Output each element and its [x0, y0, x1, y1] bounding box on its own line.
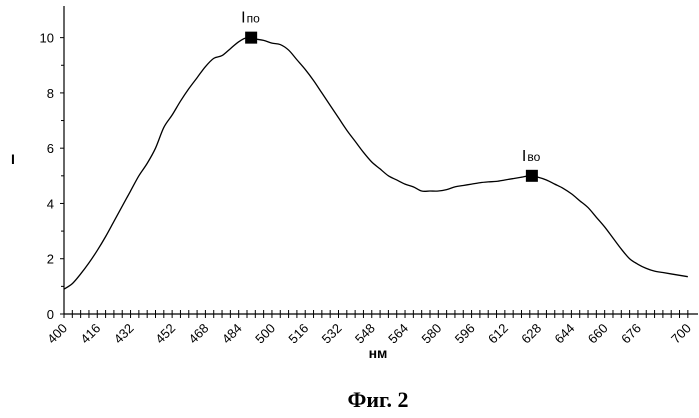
x-tick-label: 548: [352, 321, 378, 347]
x-tick-label: 532: [319, 321, 345, 347]
y-tick-label: 4: [47, 196, 54, 211]
x-tick-label: 432: [111, 321, 137, 347]
x-tick-label: 628: [518, 321, 544, 347]
x-axis-label: нм: [369, 345, 388, 361]
peak-marker-label: Iпо: [241, 10, 260, 27]
x-tick-label: 516: [285, 321, 311, 347]
peak-markers: Iпо Iво: [241, 10, 540, 182]
x-tick-label: 416: [77, 321, 103, 347]
peak-marker-label: Iво: [522, 148, 541, 165]
x-tick-label: 484: [219, 321, 245, 347]
peak-marker: [245, 32, 257, 44]
x-tick-label: 676: [618, 321, 644, 347]
y-tick-label: 2: [47, 252, 54, 267]
x-tick-label: 468: [186, 321, 212, 347]
x-tick-label: 700: [668, 321, 694, 347]
x-tick-label: 500: [252, 321, 278, 347]
y-axis: 0 2 4 6 8 10: [40, 6, 64, 322]
y-tick-label: 8: [47, 86, 54, 101]
x-tick-label: 660: [585, 321, 611, 347]
y-tick-label: 0: [47, 307, 54, 322]
y-tick-label: 6: [47, 141, 54, 156]
x-tick-label: 580: [418, 321, 444, 347]
x-tick-label: 452: [152, 321, 178, 347]
x-tick-label: 644: [552, 321, 578, 347]
x-axis: 400 416 432 452 468 484 500 516 532 548 564 580 596 6…: [44, 310, 698, 346]
y-axis-label: I: [11, 151, 15, 167]
x-tick-label: 612: [485, 321, 511, 347]
spectrum-curve: [64, 38, 688, 290]
x-tick-label: 596: [452, 321, 478, 347]
y-tick-label: 10: [40, 31, 54, 46]
x-tick-label: 400: [44, 321, 70, 347]
x-tick-label: 564: [385, 321, 411, 347]
figure-caption: Фиг. 2: [347, 387, 408, 412]
peak-marker: [526, 170, 538, 182]
